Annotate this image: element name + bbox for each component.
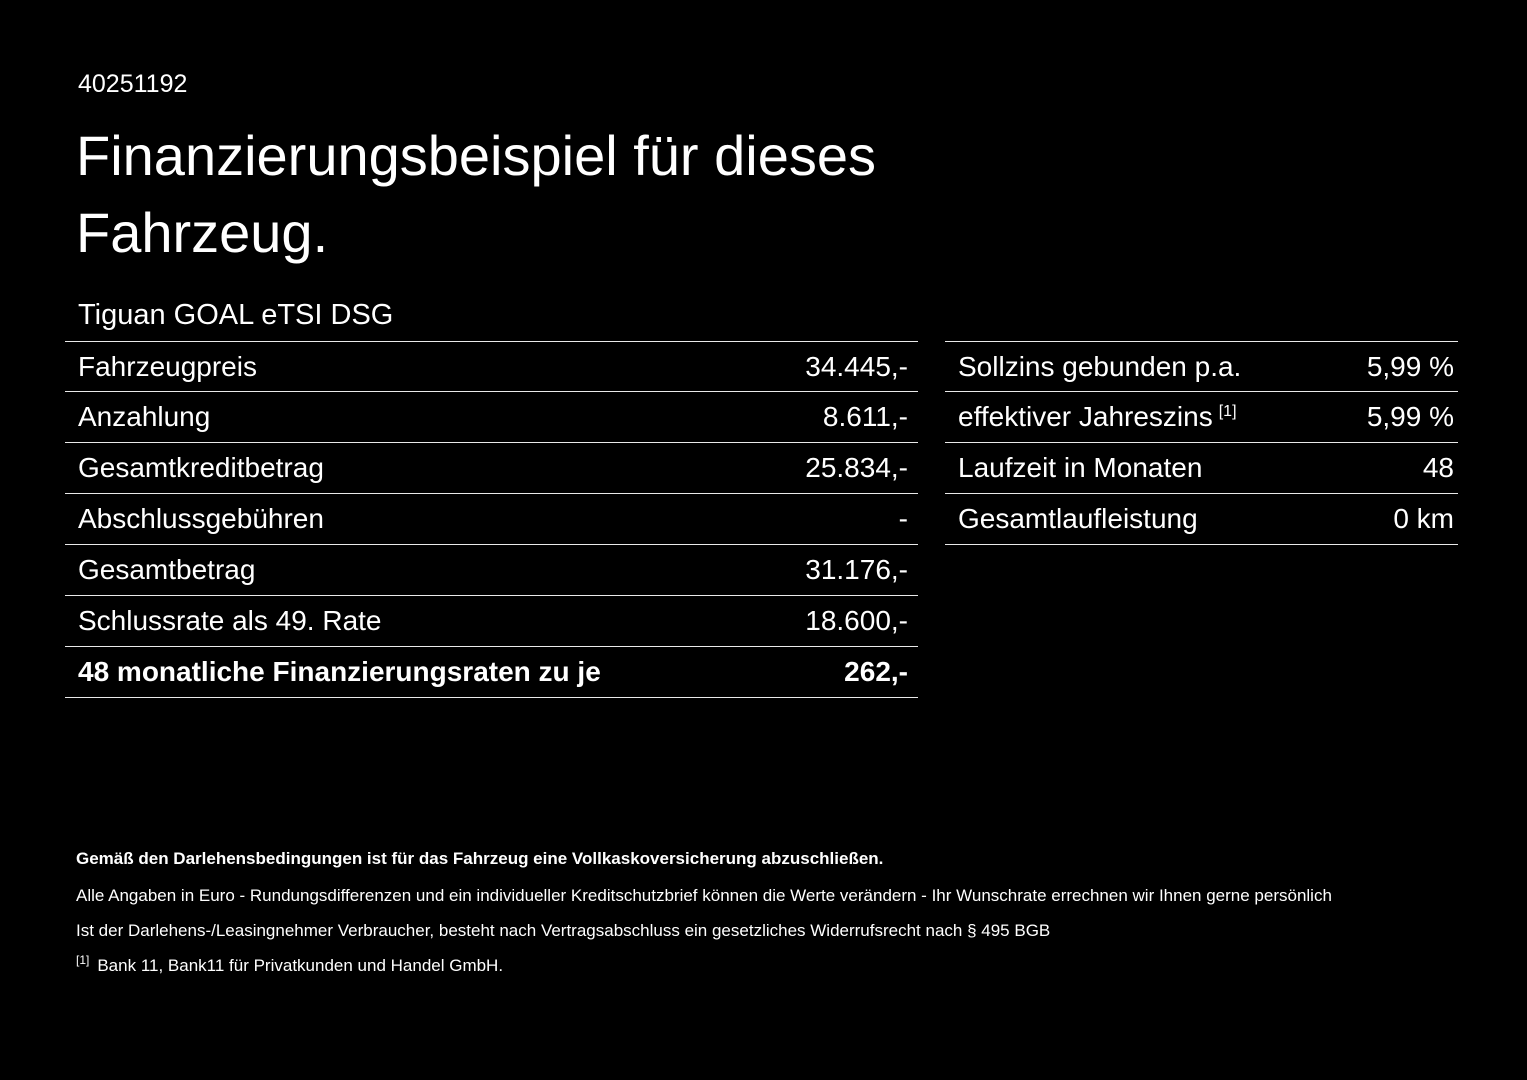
row-value: - (898, 503, 908, 534)
finance-row-abschlussgebuehren: Abschlussgebühren - (65, 494, 918, 545)
row-label: 48 monatliche Finanzierungsraten zu je (78, 656, 601, 687)
row-label: Schlussrate als 49. Rate (78, 605, 382, 636)
row-label: Gesamtlaufleistung (958, 503, 1198, 534)
row-value: 25.834,- (805, 452, 908, 483)
row-label: Fahrzeugpreis (78, 350, 257, 382)
footnote-euro-disclaimer: Alle Angaben in Euro - Rundungsdifferenz… (76, 885, 1332, 905)
row-label: Laufzeit in Monaten (958, 452, 1203, 483)
page-title: Finanzierungsbeispiel für dieses Fahrzeu… (76, 117, 876, 271)
row-value: 5,99 % (1366, 401, 1454, 432)
row-value: 262,- (844, 656, 908, 687)
footnote-ref-marker: [1] (76, 953, 90, 968)
row-value: 8.611,- (822, 401, 908, 432)
row-label: Gesamtkreditbetrag (78, 452, 324, 483)
finance-row-fahrzeugpreis: Fahrzeugpreis 34.445,- (65, 341, 918, 392)
terms-row-gesamtlaufleistung: Gesamtlaufleistung 0 km (945, 494, 1458, 545)
row-value: 0 km (1393, 503, 1454, 534)
footnote-withdrawal-right: Ist der Darlehens-/Leasingnehmer Verbrau… (76, 920, 1051, 940)
finance-table: Fahrzeugpreis 34.445,- Anzahlung 8.611,-… (65, 341, 918, 698)
footnote-insurance: Gemäß den Darlehensbedingungen ist für d… (76, 849, 884, 868)
page-title-line1: Finanzierungsbeispiel für dieses (76, 124, 876, 187)
finance-row-monatsraten: 48 monatliche Finanzierungsraten zu je 2… (65, 647, 918, 698)
row-value: 48 (1422, 452, 1454, 483)
row-value: 31.176,- (805, 554, 908, 585)
terms-row-laufzeit: Laufzeit in Monaten 48 (945, 443, 1458, 494)
footnote-bank-reference: [1] Bank 11, Bank11 für Privatkunden und … (76, 953, 1457, 978)
finance-row-anzahlung: Anzahlung 8.611,- (65, 392, 918, 443)
row-label: effektiver Jahreszins [1] (958, 401, 1237, 433)
finance-row-gesamtbetrag: Gesamtbetrag 31.176,- (65, 545, 918, 596)
document-id: 40251192 (78, 70, 188, 98)
vehicle-name: Tiguan GOAL eTSI DSG (78, 299, 394, 331)
row-label: Gesamtbetrag (78, 554, 256, 585)
row-value: 5,99 % (1366, 350, 1454, 382)
terms-table: Sollzins gebunden p.a. 5,99 % effektiver… (945, 341, 1458, 545)
footnote-ref-text: Bank 11, Bank11 für Privatkunden und Han… (97, 955, 504, 975)
footnotes: Gemäß den Darlehensbedingungen ist für d… (76, 848, 1457, 990)
row-label: Abschlussgebühren (78, 503, 324, 534)
row-value: 18.600,- (805, 605, 908, 636)
row-label: Sollzins gebunden p.a. (958, 350, 1242, 382)
row-label-text: effektiver Jahreszins (958, 401, 1213, 432)
finance-row-gesamtkreditbetrag: Gesamtkreditbetrag 25.834,- (65, 443, 918, 494)
row-label: Anzahlung (78, 401, 211, 432)
terms-row-sollzins: Sollzins gebunden p.a. 5,99 % (945, 341, 1458, 392)
footnote-ref-superscript: [1] (1218, 402, 1237, 420)
row-value: 34.445,- (805, 350, 908, 382)
finance-row-schlussrate: Schlussrate als 49. Rate 18.600,- (65, 596, 918, 647)
page-title-line2: Fahrzeug. (76, 201, 329, 264)
terms-row-effektiver-jahreszins: effektiver Jahreszins [1] 5,99 % (945, 392, 1458, 443)
